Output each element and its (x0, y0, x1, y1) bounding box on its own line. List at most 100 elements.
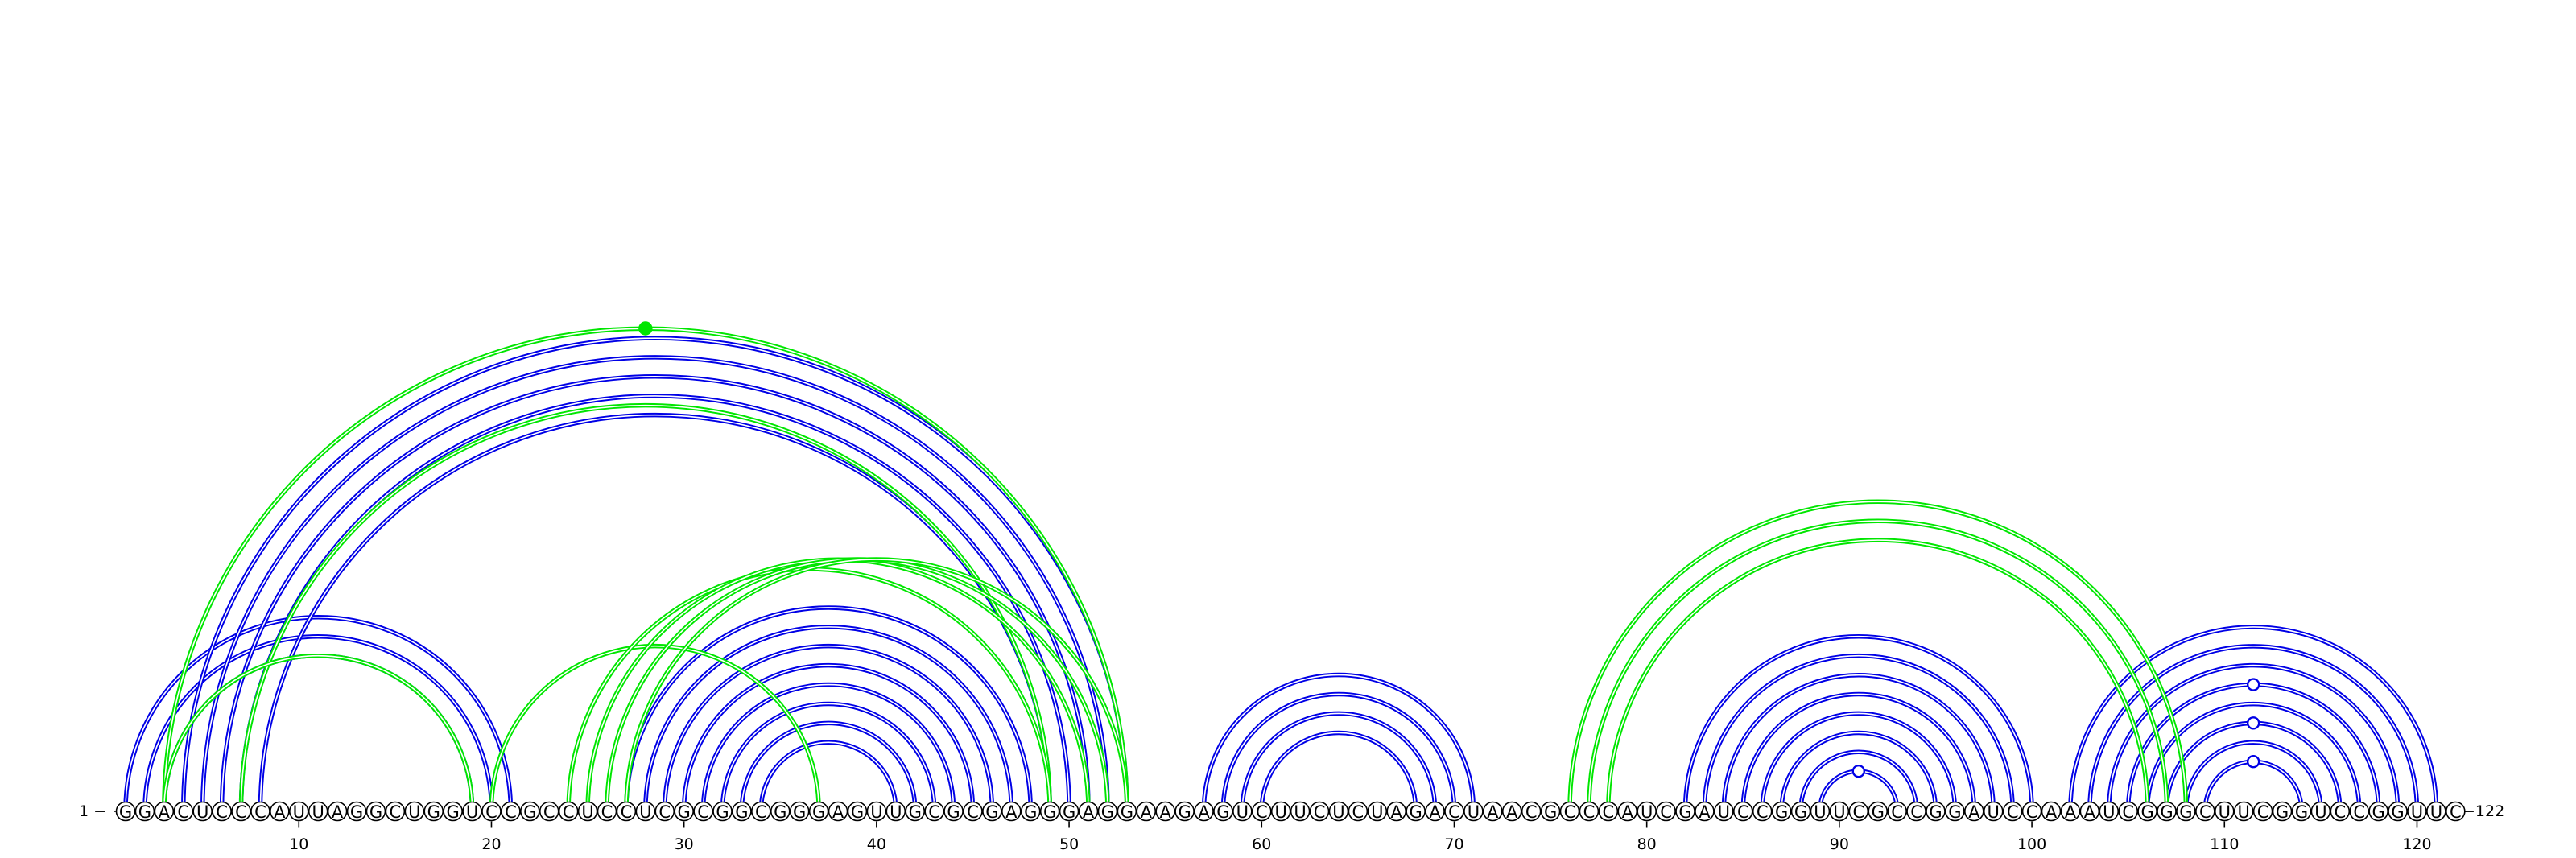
nucleotide-letter: C (621, 802, 633, 822)
nucleotide: C (539, 801, 559, 822)
nucleotide: U (1270, 801, 1291, 822)
nucleotide-circle (1732, 801, 1753, 822)
nucleotide: G (365, 801, 386, 822)
base-pair-arc-core (683, 664, 974, 811)
nucleotide: C (963, 801, 983, 822)
base-pair-arc-core (163, 328, 1128, 811)
nucleotide-circle (2118, 801, 2138, 822)
nucleotide: C (1656, 801, 1676, 822)
nucleotide-circle (2388, 801, 2408, 822)
nucleotide: U (2426, 801, 2446, 822)
nucleotide-letter: G (1544, 802, 1557, 822)
nucleotide-circle (1540, 801, 1561, 822)
nucleotide: G (1675, 801, 1695, 822)
nucleotide-circle (1270, 801, 1291, 822)
nucleotide-letter: G (427, 802, 440, 822)
nucleotide-circle (173, 801, 194, 822)
nucleotide: A (1194, 801, 1214, 822)
nucleotide-circle (2041, 801, 2062, 822)
base-pair-arc (663, 643, 995, 811)
base-pair-arc (758, 740, 898, 811)
nucleotide-circle (1059, 801, 1080, 822)
nucleotide: C (1848, 801, 1869, 822)
nucleotide-letter: C (1757, 802, 1769, 822)
nucleotide-letter: C (390, 802, 402, 822)
nucleotide-circle (1444, 801, 1464, 822)
nucleotide-letter: U (2411, 802, 2423, 822)
nucleotide-letter: G (2140, 802, 2153, 822)
nucleotide: C (2252, 801, 2273, 822)
nucleotide-letter: U (1371, 802, 1383, 822)
nucleotide: G (134, 801, 155, 822)
nucleotide-circle (231, 801, 251, 822)
base-pair-arc-core (1203, 674, 1475, 811)
nucleotide-circle (943, 801, 964, 822)
nucleotide: G (1020, 801, 1041, 822)
nucleotide: U (2407, 801, 2427, 822)
nucleotide: G (1097, 801, 1118, 822)
nucleotide: G (2176, 801, 2196, 822)
nucleotide-letter: C (1891, 802, 1903, 822)
nucleotide-letter: A (832, 802, 844, 822)
nucleotide: G (2291, 801, 2312, 822)
nucleotide-letter: G (446, 802, 459, 822)
nucleotide-circle (2137, 801, 2157, 822)
nucleotide-circle (2310, 801, 2331, 822)
nucleotide-circle (1926, 801, 1946, 822)
nucleotide-circle (1020, 801, 1041, 822)
base-pair-arc (1587, 518, 2169, 811)
sequence-start-label: 1 − (79, 802, 106, 820)
nucleotide-circle (327, 801, 348, 822)
nucleotide-letter: G (1948, 802, 1961, 822)
base-pair-arc (200, 355, 1110, 811)
nucleotide-letter: C (254, 802, 266, 822)
position-tick-label: 60 (1252, 835, 1271, 853)
nucleotide: U (2310, 801, 2331, 822)
nucleotide-letter: U (2238, 802, 2250, 822)
nucleotide-circle (2157, 801, 2177, 822)
nucleotide-circle (674, 801, 694, 822)
nucleotide-letter: U (1641, 802, 1653, 822)
nucleotide: U (886, 801, 906, 822)
nucleotide-letter: U (1332, 802, 1344, 822)
nucleotide: U (1714, 801, 1734, 822)
nucleotide-circle (2291, 801, 2312, 822)
base-pair-arc-core (1800, 751, 1918, 811)
nucleotide: U (462, 801, 482, 822)
nucleotide-circle (115, 801, 136, 822)
nucleotide: A (1695, 801, 1715, 822)
nucleotide: A (1078, 801, 1099, 822)
nucleotide-circle (1039, 801, 1060, 822)
nucleotide-letter: C (1852, 802, 1864, 822)
position-tick-label: 70 (1444, 835, 1463, 853)
nucleotide: C (1444, 801, 1464, 822)
nucleotide-letter: C (2257, 802, 2269, 822)
nucleotide-letter: C (1448, 802, 1460, 822)
nucleotide-circle (2233, 801, 2254, 822)
nucleotide-circle (443, 801, 463, 822)
base-pair-arc (720, 701, 937, 811)
nucleotide-letter: C (1660, 802, 1672, 822)
nucleotide-letter: C (755, 802, 767, 822)
base-pair-arc (162, 326, 1129, 811)
nucleotide-circle (250, 801, 270, 822)
arc-open-marker (2246, 678, 2260, 691)
nucleotide: G (1926, 801, 1946, 822)
nucleotide-letter: C (1737, 802, 1749, 822)
base-pair-arc-core (182, 337, 1128, 811)
base-pair-arc-core (568, 568, 1051, 811)
nucleotide-circle (1348, 801, 1368, 822)
nucleotide-circle (1097, 801, 1118, 822)
base-pair-arc-core (702, 683, 955, 811)
nucleotide-letter: U (1294, 802, 1306, 822)
nucleotide-circle (1290, 801, 1311, 822)
nucleotide-letter: G (716, 802, 729, 822)
nucleotide-letter: C (1583, 802, 1596, 822)
nucleotide-letter: A (332, 802, 344, 822)
nucleotide: U (2214, 801, 2235, 822)
nucleotide-circle (847, 801, 868, 822)
base-pair-arc-core (1608, 539, 2149, 811)
nucleotide: U (1232, 801, 1253, 822)
nucleotide-circle (2272, 801, 2293, 822)
